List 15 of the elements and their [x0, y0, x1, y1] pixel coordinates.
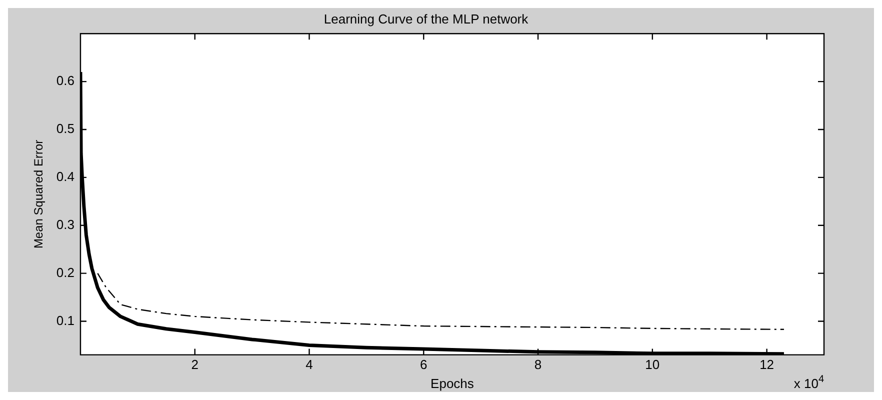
y-tick-label: 0.3 [56, 216, 74, 232]
x-tick-label: 4 [306, 357, 313, 372]
chart-title: Learning Curve of the MLP network [324, 11, 529, 26]
y-axis-title: Mean Squared Error [32, 140, 46, 249]
x-tick-label: 10 [645, 357, 660, 372]
x-tick-label: 6 [420, 357, 428, 372]
y-tick-label: 0.6 [56, 73, 74, 88]
x-tick-label: 8 [534, 357, 542, 372]
y-tick-label: 0.5 [56, 121, 74, 136]
x-tick-label: 12 [760, 357, 774, 372]
x-axis-title: Epochs [430, 376, 474, 391]
y-tick-label: 0.2 [56, 264, 74, 280]
y-tick-label: 0.4 [56, 169, 74, 184]
x-tick-label: 2 [191, 357, 198, 372]
y-tick-label: 0.1 [56, 312, 74, 328]
